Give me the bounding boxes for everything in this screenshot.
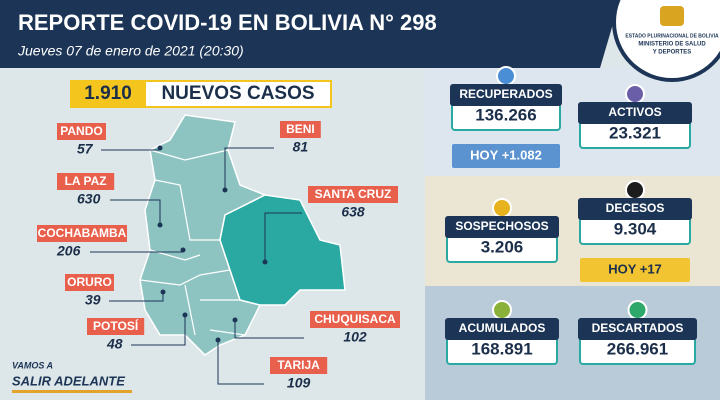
new-cases-label-bg xyxy=(146,82,330,106)
stat-value: 168.891 xyxy=(471,339,532,358)
logo-circle xyxy=(612,0,720,82)
stat-label-bg xyxy=(578,318,697,340)
slogan-underline xyxy=(12,390,132,393)
stat-label: RECUPERADOS xyxy=(459,87,552,101)
dept-name: COCHABAMBA xyxy=(38,226,127,240)
leader-dot xyxy=(232,317,238,323)
stats: RECUPERADOS 136.266 HOY +1.082 ACTIVOS 23.32… xyxy=(445,66,697,365)
dept-name: POTOSÍ xyxy=(93,318,139,333)
leader-dot xyxy=(215,337,221,343)
ministry-line: Y DEPORTES xyxy=(653,50,692,56)
leader-dot xyxy=(157,145,163,151)
stat-label-bg xyxy=(445,318,559,340)
dept-cases: 630 xyxy=(77,191,101,207)
stat-today: HOY +1.082 xyxy=(470,147,542,162)
leader-dot xyxy=(182,312,188,318)
leader-dot xyxy=(180,247,186,253)
dept-cases: 39 xyxy=(85,292,101,308)
stat-value: 9.304 xyxy=(614,219,657,238)
dept-name: CHUQUISACA xyxy=(314,312,396,326)
dept-label-bg xyxy=(270,357,328,374)
leader-line xyxy=(264,212,302,262)
slogan: VAMOS A xyxy=(12,360,53,370)
stat-value: 266.961 xyxy=(607,339,668,358)
stat-icon xyxy=(625,84,645,104)
stat-value: 3.206 xyxy=(481,237,524,256)
leader-line xyxy=(217,340,264,385)
stat-icon xyxy=(627,300,648,320)
dept-name: PANDO xyxy=(60,124,102,138)
subtitle: Jueves 07 de enero de 2021 (20:30) xyxy=(17,43,244,59)
stat-today-bg xyxy=(452,144,560,168)
stat-label: ACUMULADOS xyxy=(459,321,546,335)
stat-label: DESCARTADOS xyxy=(592,321,684,335)
stat-icon xyxy=(492,198,512,218)
leader-line xyxy=(131,315,186,346)
dept-name: ORURO xyxy=(67,275,112,289)
stat-value: 136.266 xyxy=(475,105,536,124)
stat-label: SOSPECHOSOS xyxy=(455,219,548,233)
dept-label-bg xyxy=(87,318,145,335)
stat-label: DECESOS xyxy=(606,201,665,215)
ministry-line: MINISTERIO DE SALUD xyxy=(638,42,706,48)
new-cases-label: NUEVOS CASOS xyxy=(161,83,314,104)
dept-label-bg xyxy=(308,186,398,203)
new-cases-value: 1.910 xyxy=(84,83,132,104)
departments: PANDO 57 LA PAZ 630 COCHABAMBA 206 ORURO 39 POTO… xyxy=(37,121,400,391)
stat-label-bg xyxy=(578,198,692,220)
dept-cases: 109 xyxy=(287,375,311,391)
slogan: SALIR ADELANTE xyxy=(12,373,125,388)
map-borders xyxy=(139,149,246,336)
dept-label-bg xyxy=(37,225,127,242)
stat-label: ACTIVOS xyxy=(608,105,661,119)
stat-icon xyxy=(496,66,516,86)
dept-name: BENI xyxy=(286,122,315,136)
leader-line xyxy=(224,147,274,190)
dept-label-bg xyxy=(280,121,321,138)
dept-label-bg xyxy=(57,123,106,140)
dept-cases: 81 xyxy=(293,139,309,155)
dept-name: TARIJA xyxy=(277,358,320,372)
dept-cases: 102 xyxy=(343,329,367,345)
dept-cases: 638 xyxy=(341,204,365,220)
dept-label-bg xyxy=(310,311,400,328)
leader-line xyxy=(109,292,164,302)
stat-today: HOY +17 xyxy=(608,261,662,276)
stat-today-bg xyxy=(580,258,690,282)
stat-icon xyxy=(625,180,645,200)
dept-name: SANTA CRUZ xyxy=(315,187,392,201)
stat-label-bg xyxy=(445,216,559,238)
dept-label-bg xyxy=(65,274,114,291)
stat-value: 23.321 xyxy=(609,123,661,142)
dept-cases: 48 xyxy=(106,336,123,352)
header-band xyxy=(0,0,620,68)
leader-line xyxy=(110,199,161,225)
stat-label-bg xyxy=(450,84,562,106)
dept-name: LA PAZ xyxy=(65,174,107,188)
leader-dot xyxy=(262,259,268,265)
leader-line xyxy=(234,320,304,339)
title: REPORTE COVID-19 EN BOLIVIA N° 298 xyxy=(18,10,437,35)
leader-dot xyxy=(160,289,166,295)
dept-cases: 206 xyxy=(56,243,81,259)
leader-dot xyxy=(222,187,228,193)
stat-icon xyxy=(492,300,512,320)
dept-cases: 57 xyxy=(77,141,94,157)
logo-emblem xyxy=(660,6,684,26)
ministry-line: ESTADO PLURINACIONAL DE BOLIVIA xyxy=(625,33,719,39)
leader-dot xyxy=(157,222,163,228)
stat-label-bg xyxy=(578,102,692,124)
dept-label-bg xyxy=(57,173,115,190)
